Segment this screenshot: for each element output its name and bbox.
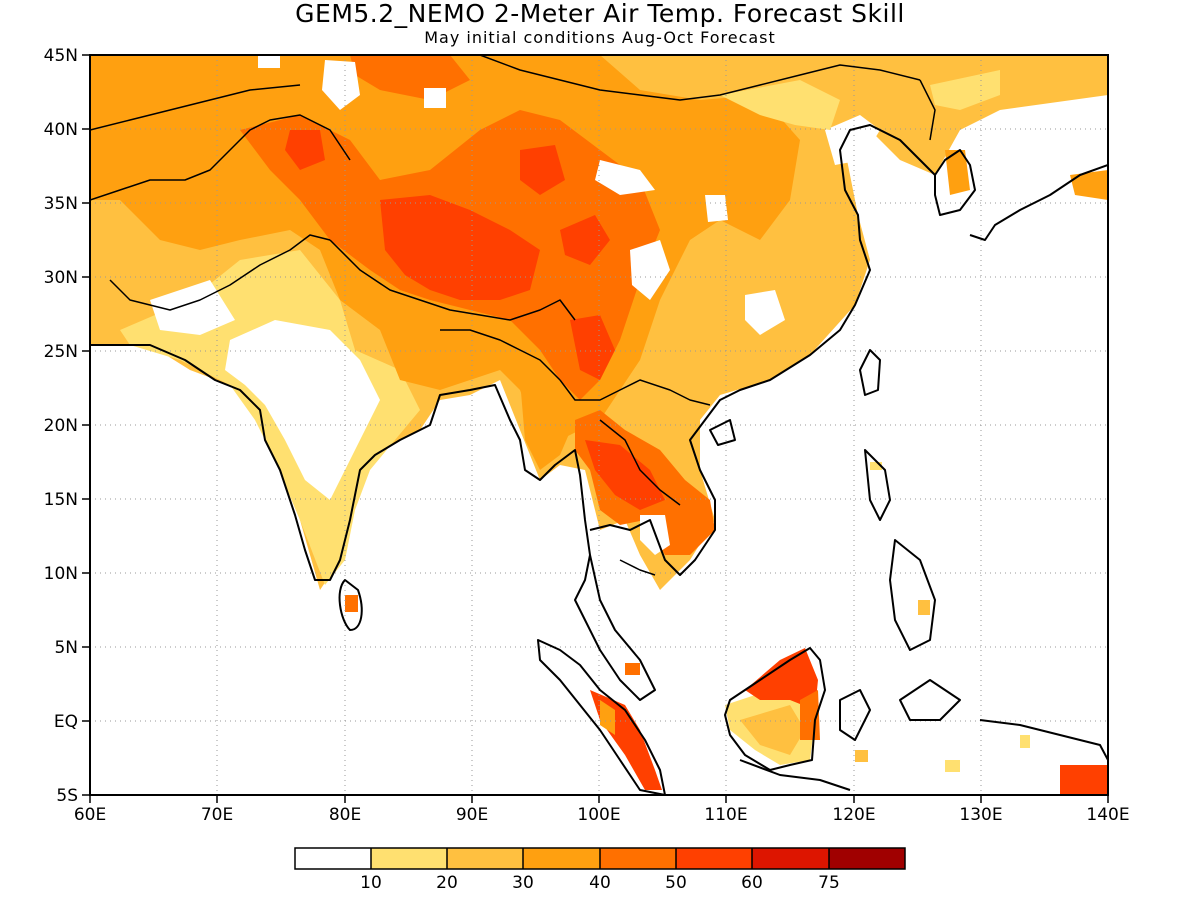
lon-label: 60E (74, 805, 106, 825)
colorbar-swatch (447, 848, 523, 869)
lon-label: 100E (577, 805, 620, 825)
skill-shading (90, 55, 1108, 795)
lat-ticks (82, 54, 90, 796)
lat-label: 40N (44, 120, 78, 140)
colorbar: 10 20 30 40 50 60 75 (294, 847, 906, 893)
lat-label: 35N (44, 194, 78, 214)
map-title: GEM5.2_NEMO 2-Meter Air Temp. Forecast S… (295, 0, 905, 28)
colorbar-label: 20 (436, 873, 458, 893)
lon-label: 140E (1086, 805, 1129, 825)
lat-label: 45N (44, 46, 78, 66)
lon-label: 130E (959, 805, 1002, 825)
lat-label: 10N (44, 564, 78, 584)
lat-label: 15N (44, 490, 78, 510)
colorbar-label: 60 (741, 873, 763, 893)
lat-label: 5N (54, 638, 78, 658)
grid-lines (90, 55, 1108, 795)
lon-label: 110E (704, 805, 747, 825)
lat-label: 20N (44, 416, 78, 436)
lat-label: 30N (44, 268, 78, 288)
lat-label: 5S (56, 786, 78, 806)
colorbar-swatch (829, 848, 905, 869)
country-borders (90, 55, 936, 576)
colorbar-label: 30 (512, 873, 534, 893)
coastlines (90, 124, 1108, 795)
lat-label: 25N (44, 342, 78, 362)
colorbar-swatch (371, 848, 447, 869)
colorbar-swatch (600, 848, 676, 869)
lon-label: 70E (201, 805, 233, 825)
colorbar-label: 40 (589, 873, 611, 893)
colorbar-swatch (752, 848, 829, 869)
colorbar-swatch (295, 848, 371, 869)
lon-labels: 60E 70E 80E 90E 100E 110E 120E 130E 140E (74, 805, 1130, 825)
lon-label: 120E (832, 805, 875, 825)
lat-label: EQ (54, 712, 78, 732)
colorbar-swatch (523, 848, 600, 869)
colorbar-label: 75 (818, 873, 840, 893)
colorbar-label: 50 (665, 873, 687, 893)
colorbar-swatch (676, 848, 752, 869)
lon-ticks (89, 795, 1109, 803)
colorbar-label: 10 (360, 873, 382, 893)
lat-labels: 45N 40N 35N 30N 25N 20N 15N 10N 5N EQ 5S (44, 46, 78, 806)
lon-label: 90E (456, 805, 488, 825)
map-subtitle: May initial conditions Aug-Oct Forecast (424, 28, 776, 47)
lon-label: 80E (329, 805, 361, 825)
